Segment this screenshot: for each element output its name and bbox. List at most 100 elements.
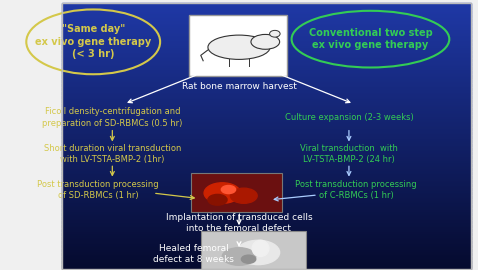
Bar: [62, 217, 471, 218]
Bar: [62, 53, 471, 55]
Text: Conventional two step
ex vivo gene therapy: Conventional two step ex vivo gene thera…: [309, 28, 432, 50]
Bar: [62, 15, 471, 16]
Bar: [62, 156, 471, 157]
Bar: [62, 64, 471, 65]
Bar: [62, 36, 471, 37]
Bar: [62, 213, 471, 214]
Bar: [62, 189, 471, 190]
Bar: [62, 120, 471, 121]
Bar: [62, 61, 471, 63]
Bar: [62, 261, 471, 262]
Bar: [62, 88, 471, 89]
Bar: [62, 23, 471, 24]
Bar: [62, 24, 471, 25]
Bar: [62, 206, 471, 207]
Bar: [62, 211, 471, 213]
Bar: [62, 122, 471, 124]
Bar: [62, 176, 471, 177]
Bar: [62, 242, 471, 243]
Text: Healed femoral
defect at 8 weeks: Healed femoral defect at 8 weeks: [153, 244, 234, 264]
Bar: [62, 153, 471, 154]
Bar: [62, 83, 471, 84]
Bar: [62, 221, 471, 222]
Bar: [62, 180, 471, 181]
Bar: [62, 117, 471, 118]
Bar: [62, 35, 471, 36]
Bar: [62, 4, 471, 5]
Bar: [62, 169, 471, 170]
Bar: [62, 173, 471, 174]
Bar: [62, 44, 471, 45]
Bar: [62, 205, 471, 206]
Bar: [62, 245, 471, 246]
Bar: [62, 90, 471, 92]
Bar: [62, 31, 471, 32]
Bar: [62, 144, 471, 145]
Bar: [62, 105, 471, 106]
Bar: [62, 250, 471, 251]
Bar: [62, 166, 471, 168]
Bar: [62, 110, 471, 112]
Bar: [62, 207, 471, 209]
Bar: [62, 102, 471, 104]
Bar: [62, 8, 471, 9]
Bar: [62, 200, 471, 201]
Bar: [62, 43, 471, 44]
Bar: [62, 80, 471, 81]
Bar: [62, 230, 471, 231]
Bar: [62, 29, 471, 31]
Bar: [62, 193, 471, 194]
Bar: [62, 168, 471, 169]
Bar: [62, 209, 471, 210]
Bar: [62, 145, 471, 146]
Bar: [62, 241, 471, 242]
Bar: [62, 108, 471, 109]
Bar: [62, 73, 471, 75]
Bar: [62, 101, 471, 102]
Bar: [62, 188, 471, 189]
Bar: [62, 114, 471, 116]
Bar: [191, 173, 282, 212]
Bar: [62, 265, 471, 266]
Bar: [62, 225, 471, 226]
Bar: [62, 57, 471, 59]
Bar: [62, 164, 471, 165]
Bar: [201, 231, 306, 269]
Bar: [62, 215, 471, 217]
Bar: [62, 177, 471, 178]
Bar: [62, 181, 471, 182]
Text: "Same day"
ex vivo gene therapy
(< 3 hr): "Same day" ex vivo gene therapy (< 3 hr): [35, 25, 152, 59]
Bar: [62, 81, 471, 82]
Bar: [62, 165, 471, 166]
Bar: [62, 204, 471, 205]
Bar: [62, 79, 471, 80]
Bar: [62, 69, 471, 70]
Bar: [62, 224, 471, 225]
Bar: [62, 125, 471, 126]
Bar: [62, 263, 471, 265]
Bar: [62, 148, 471, 149]
Bar: [62, 21, 471, 23]
Bar: [62, 28, 471, 29]
Bar: [62, 161, 471, 162]
Bar: [62, 86, 471, 88]
Bar: [62, 134, 471, 136]
Text: Post transduction processing
of C-RBMCs (1 hr): Post transduction processing of C-RBMCs …: [295, 180, 417, 200]
Bar: [62, 124, 471, 125]
Text: Culture expansion (2-3 weeks): Culture expansion (2-3 weeks): [284, 113, 413, 122]
Bar: [62, 218, 471, 220]
Bar: [62, 157, 471, 158]
Ellipse shape: [237, 240, 280, 265]
Bar: [62, 25, 471, 27]
Bar: [62, 197, 471, 198]
Circle shape: [230, 188, 257, 203]
Bar: [62, 5, 471, 7]
Bar: [62, 70, 471, 72]
Bar: [62, 142, 471, 144]
Bar: [62, 229, 471, 230]
Bar: [62, 198, 471, 200]
Bar: [62, 214, 471, 215]
Circle shape: [208, 194, 227, 205]
Bar: [62, 262, 471, 263]
Bar: [62, 109, 471, 110]
